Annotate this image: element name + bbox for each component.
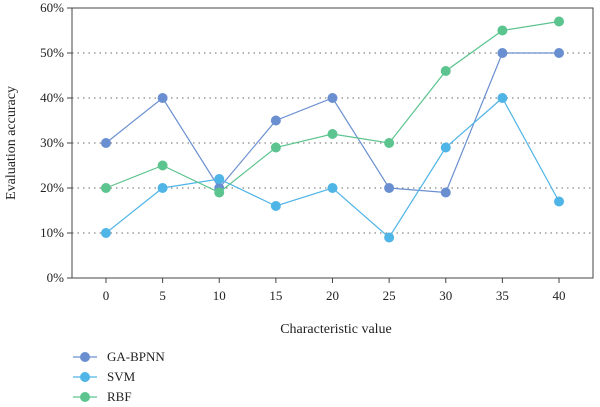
x-tick-label: 25 — [383, 288, 396, 303]
series-rbf — [100, 16, 565, 198]
x-tick-label: 40 — [553, 288, 566, 303]
data-point-ga-bpnn — [327, 93, 338, 103]
x-tick-label: 20 — [326, 288, 339, 303]
legend-label: GA-BPNN — [107, 349, 165, 364]
data-point-rbf — [157, 160, 168, 171]
series-line-svm — [105, 97, 560, 239]
y-axis-ticks: 0% 10% 20% 30% 40% 50% 60% — [40, 0, 72, 285]
data-point-ga-bpnn — [554, 48, 565, 58]
y-tick-label: 50% — [40, 45, 64, 60]
legend-item-rbf: RBF — [73, 389, 132, 404]
data-point-ga-bpnn — [440, 187, 451, 198]
y-tick-label: 40% — [40, 90, 64, 105]
data-point-rbf — [440, 66, 451, 76]
data-point-rbf — [384, 138, 395, 148]
data-point-svm — [440, 142, 451, 153]
x-tick-label: 10 — [213, 288, 226, 303]
legend-item-ga-bpnn: GA-BPNN — [73, 349, 165, 364]
y-axis-label: Evaluation accuracy — [4, 86, 19, 200]
x-tick-label: 30 — [439, 288, 452, 303]
y-tick-label: 10% — [40, 225, 64, 240]
legend-label: RBF — [107, 389, 132, 404]
y-tick-label: 0% — [47, 270, 65, 285]
series-group — [100, 16, 565, 243]
x-tick-label: 0 — [103, 288, 110, 303]
data-point-svm — [497, 93, 508, 103]
data-point-rbf — [100, 183, 111, 193]
data-point-ga-bpnn — [270, 115, 281, 126]
x-axis-label: Characteristic value — [280, 322, 392, 337]
x-tick-label: 35 — [496, 288, 509, 303]
data-point-ga-bpnn — [157, 93, 168, 103]
data-point-svm — [384, 232, 395, 243]
legend-item-svm: SVM — [73, 369, 136, 384]
data-point-rbf — [214, 187, 225, 198]
data-point-svm — [100, 228, 111, 238]
legend-marker — [80, 352, 90, 362]
series-svm — [100, 93, 565, 243]
data-point-svm — [270, 201, 281, 211]
series-ga-bpnn — [100, 48, 565, 198]
data-point-ga-bpnn — [100, 138, 111, 148]
x-tick-label: 15 — [269, 288, 282, 303]
x-tick-label: 5 — [159, 288, 166, 303]
legend: GA-BPNN SVM RBF — [73, 349, 165, 404]
data-point-rbf — [327, 129, 338, 139]
data-point-rbf — [554, 16, 565, 27]
data-point-svm — [157, 183, 168, 193]
data-point-svm — [554, 196, 565, 207]
data-point-ga-bpnn — [497, 48, 508, 58]
series-line-rbf — [105, 20, 560, 194]
x-axis-ticks: 0 5 10 15 20 25 30 35 40 — [103, 278, 566, 303]
y-tick-label: 30% — [40, 135, 64, 150]
data-point-svm — [327, 183, 338, 193]
data-point-svm — [214, 174, 225, 184]
data-point-ga-bpnn — [384, 183, 395, 193]
data-point-rbf — [270, 142, 281, 153]
legend-label: SVM — [107, 369, 136, 384]
y-tick-label: 20% — [40, 180, 64, 195]
legend-marker — [80, 392, 90, 402]
series-line-ga-bpnn — [105, 52, 560, 194]
legend-marker — [80, 372, 90, 382]
data-point-rbf — [497, 25, 508, 36]
y-tick-label: 60% — [40, 0, 64, 15]
grid-lines — [72, 52, 593, 234]
